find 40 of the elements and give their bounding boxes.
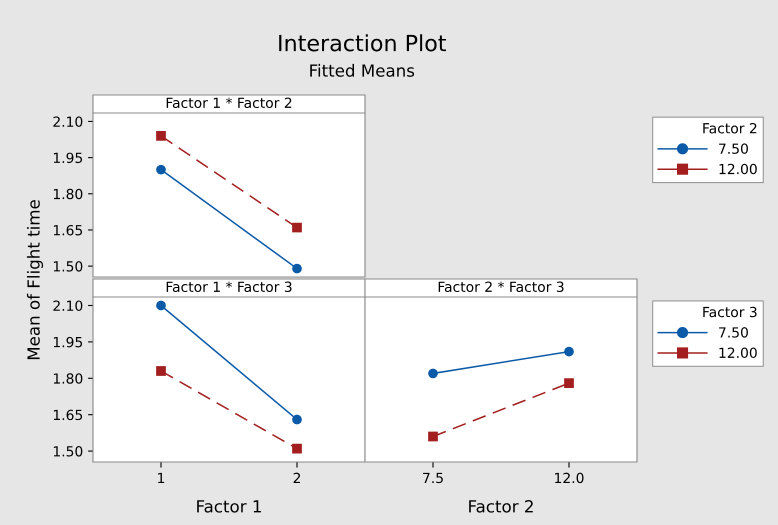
text: Factor 1 * Factor 3 <box>166 282 292 292</box>
point <box>428 368 438 378</box>
y-tick-label: 1.50 <box>54 446 82 457</box>
legend-title: Factor 2 <box>703 122 756 134</box>
y-tick-label: 1.95 <box>54 152 82 164</box>
x-tick-label: 7.5 <box>423 472 443 484</box>
chart-title: Interaction Plot <box>279 34 446 52</box>
point <box>292 414 302 424</box>
y-tick-label: 2.10 <box>53 300 82 311</box>
text: Factor 2 * Factor 3 <box>438 282 564 292</box>
x-tick-label: 12.0 <box>555 472 584 484</box>
point <box>428 432 438 442</box>
y-tick-label: 1.95 <box>54 336 82 348</box>
x-axis-title: Factor 2 <box>469 500 533 513</box>
text: Factor 1 * Factor 2 <box>166 98 292 108</box>
chart-subtitle: Fitted Means <box>310 64 414 77</box>
y-tick-label: 1.80 <box>54 188 82 200</box>
legend-label: 12.00 <box>719 164 757 174</box>
x-tick-label: 1 <box>158 472 164 483</box>
point <box>292 264 302 274</box>
y-tick-label: 1.50 <box>54 261 82 272</box>
point <box>156 300 166 310</box>
point <box>564 378 574 388</box>
point <box>292 222 302 232</box>
x-axis-title: Factor 1 <box>197 500 261 513</box>
legend-label: 7.50 <box>719 143 748 154</box>
point <box>156 366 166 376</box>
y-axis-title: Mean of Flight time <box>26 200 44 360</box>
x-tick-label: 2 <box>294 472 300 483</box>
legend-label: 7.50 <box>719 327 748 338</box>
y-tick-label: 1.65 <box>54 410 82 420</box>
point <box>156 164 166 175</box>
y-tick-label: 1.65 <box>54 224 82 236</box>
y-tick-label: 1.80 <box>54 373 82 384</box>
point <box>292 444 302 454</box>
y-tick-label: 2.10 <box>53 116 82 127</box>
point <box>156 131 166 141</box>
legend-label: 12.00 <box>719 348 757 358</box>
point <box>564 346 574 356</box>
legend-title: Factor 3 <box>703 306 757 318</box>
